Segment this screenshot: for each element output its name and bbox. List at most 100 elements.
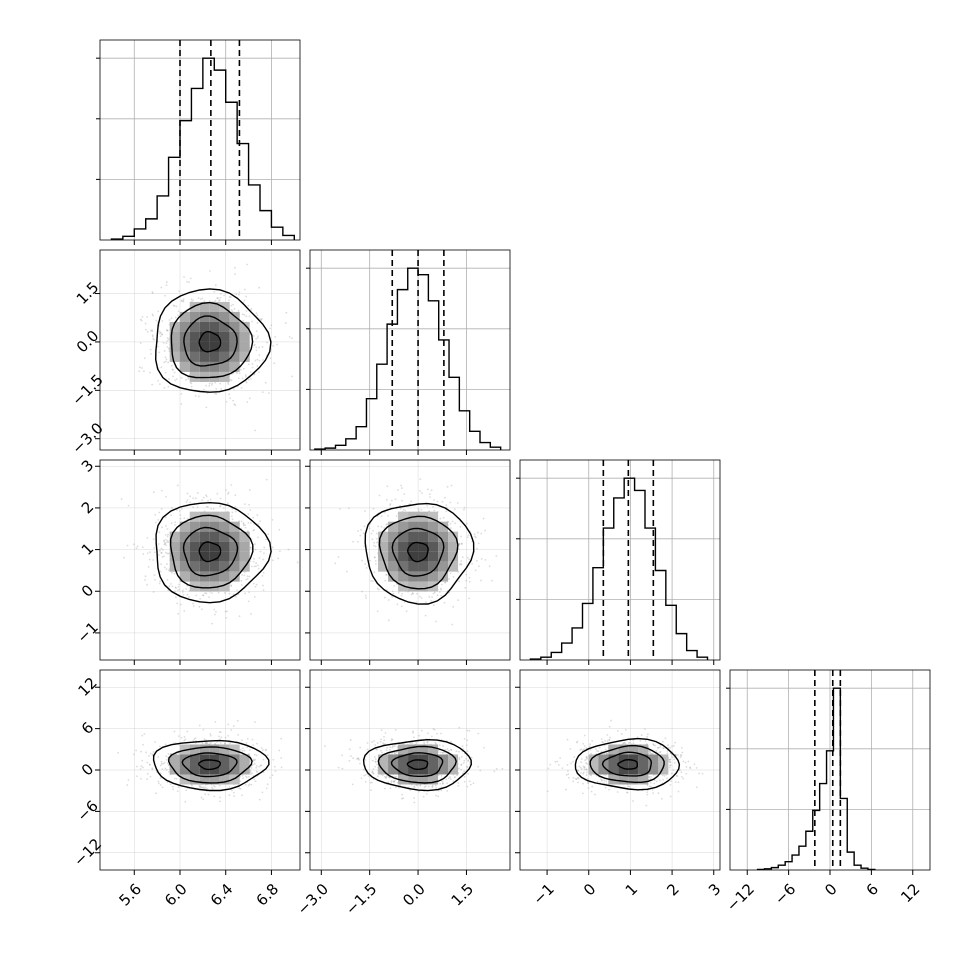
histogram-2 [529, 477, 709, 660]
scatter-point [178, 588, 181, 591]
density-cell [219, 341, 230, 352]
density-cell [448, 531, 459, 542]
density-cell [199, 321, 210, 332]
scatter-point [252, 335, 255, 337]
scatter-point [366, 748, 369, 751]
scatter-point [189, 277, 192, 280]
scatter-point [186, 517, 189, 520]
scatter-point [413, 785, 416, 788]
scatter-point [166, 329, 169, 332]
density-cell [209, 561, 220, 572]
scatter-point [218, 796, 221, 799]
scatter-point [231, 789, 233, 792]
scatter-point [151, 768, 154, 771]
scatter-point [232, 388, 235, 390]
scatter-point [157, 379, 159, 382]
y-tick-label: 0.0 [73, 327, 103, 357]
scatter-point [205, 495, 208, 498]
scatter-point [380, 525, 383, 528]
density-cell [229, 321, 240, 332]
scatter-point [142, 553, 145, 555]
scatter-point [436, 500, 439, 503]
density-cell [408, 764, 419, 775]
scatter-point [202, 786, 205, 789]
contour-2 [181, 752, 238, 778]
scatter-point [248, 591, 250, 594]
scatter-point [157, 543, 160, 545]
scatter-point [400, 605, 403, 608]
scatter-point [261, 791, 264, 794]
scatter-point [230, 379, 233, 382]
scatter-point [460, 560, 463, 562]
scatter-point [387, 781, 390, 784]
scatter-point [183, 735, 186, 738]
scatter-point [417, 508, 420, 511]
scatter-point [386, 746, 389, 749]
scatter-point [163, 386, 166, 389]
scatter-point [165, 281, 168, 283]
scatter-point [389, 746, 392, 749]
scatter-point [434, 784, 437, 787]
scatter-point [479, 579, 482, 582]
scatter-point [371, 580, 374, 583]
scatter-point [174, 316, 177, 319]
scatter-point [376, 763, 379, 766]
scatter-point [441, 751, 444, 754]
scatter-point [247, 775, 250, 778]
scatter-point [415, 601, 418, 604]
scatter-point [249, 560, 252, 562]
scatter-point [189, 495, 192, 498]
scatter-point [488, 565, 491, 568]
density-group [117, 719, 283, 803]
scatter-point [164, 566, 166, 569]
density-cell [229, 561, 240, 572]
scatter-point [264, 381, 267, 384]
scatter-point [194, 737, 197, 740]
scatter-point [161, 556, 164, 558]
scatter-point [251, 738, 254, 741]
scatter-point [371, 770, 374, 773]
density-cell [428, 531, 439, 542]
scatter-point [224, 736, 227, 739]
scatter-point [401, 592, 404, 595]
scatter-point [432, 728, 435, 730]
density-cell [448, 764, 459, 775]
scatter-point [372, 772, 375, 775]
scatter-point [444, 496, 446, 499]
scatter-point [239, 780, 242, 783]
x-tick-label: −1.5 [342, 880, 380, 918]
scatter-point [436, 732, 438, 735]
scatter-point [373, 571, 376, 574]
scatter-point [231, 511, 234, 514]
scatter-point [245, 775, 247, 778]
scatter-point [190, 385, 193, 388]
density-cell [209, 301, 220, 312]
scatter-point [146, 778, 148, 780]
scatter-point [256, 564, 259, 567]
density-cell [428, 521, 439, 532]
scatter-point [376, 541, 378, 544]
density-cell [199, 531, 210, 542]
scatter-point [170, 514, 173, 517]
scatter-point [460, 543, 463, 545]
scatter-point [194, 394, 197, 397]
scatter-point [238, 615, 241, 618]
scatter-point [180, 377, 183, 379]
density-cell [219, 561, 230, 572]
scatter-point [211, 622, 214, 625]
scatter-point [434, 620, 437, 623]
scatter-point [453, 508, 456, 511]
scatter-point [434, 741, 437, 744]
scatter-point [233, 403, 236, 406]
scatter-point [413, 801, 416, 804]
scatter-point [241, 794, 243, 797]
density-cell [199, 744, 210, 755]
scatter-point [146, 552, 149, 555]
scatter-point [401, 499, 403, 502]
scatter-point [449, 776, 451, 778]
density-cell [189, 754, 200, 765]
scatter-point [463, 759, 466, 762]
scatter-point [259, 520, 261, 523]
scatter-point [400, 487, 403, 489]
scatter-point [457, 767, 460, 770]
